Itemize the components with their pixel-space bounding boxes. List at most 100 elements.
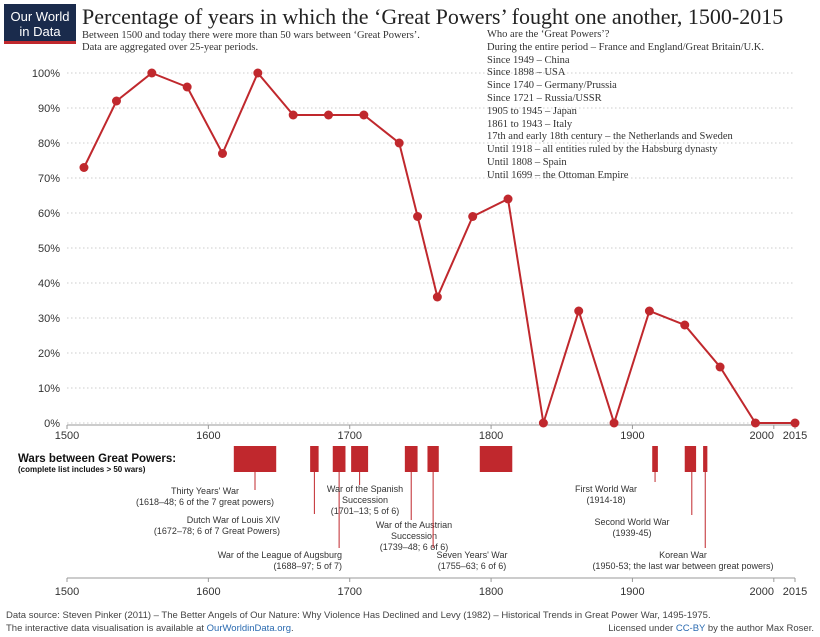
data-point: [609, 418, 619, 428]
data-point: [182, 82, 192, 92]
x-tick-label: 1600: [196, 430, 220, 442]
war-labels: Thirty Years' War(1618–48; 6 of the 7 gr…: [136, 472, 774, 571]
data-point: [790, 418, 800, 428]
war-bar: [703, 446, 708, 472]
footer-interactive-suffix: .: [290, 623, 294, 634]
war-label-name: War of the Spanish: [327, 484, 403, 494]
war-label-detail: (1755–63; 6 of 6): [438, 561, 507, 571]
war-label-detail: (1950-53; the last war between great pow…: [592, 561, 773, 571]
y-tick-label: 60%: [38, 208, 60, 220]
war-label-detail: (1618–48; 6 of the 7 great powers): [136, 497, 274, 507]
great-powers-item: Since 1740 – Germany/Prussia: [487, 80, 617, 92]
great-powers-item: 1861 to 1943 – Italy: [487, 118, 573, 130]
footer-source: Data source: Steven Pinker (2011) – The …: [6, 610, 711, 621]
war-bar: [233, 446, 277, 472]
great-powers-item: 1905 to 1945 – Japan: [487, 105, 577, 117]
war-label-detail: (1672–78; 6 of 7 Great Powers): [154, 526, 280, 536]
war-label-detail: (1939-45): [612, 528, 651, 538]
war-bars: [233, 446, 708, 472]
war-bar: [479, 446, 513, 472]
data-point: [680, 320, 690, 330]
data-point: [413, 212, 423, 221]
y-tick-label: 10%: [38, 383, 60, 395]
series-points: [79, 68, 800, 428]
logo-line-1: Our World: [10, 9, 70, 24]
war-label-name: Dutch War of Louis XIV: [187, 515, 280, 525]
y-tick-label: 30%: [38, 313, 60, 325]
great-powers-item: Until 1808 – Spain: [487, 156, 567, 168]
y-tick-label: 100%: [32, 68, 60, 80]
y-tick-label: 80%: [38, 138, 60, 150]
data-point: [750, 418, 760, 428]
data-point: [715, 362, 725, 372]
cc-by-link[interactable]: CC-BY: [675, 623, 706, 634]
data-point: [574, 306, 584, 316]
war-label-detail: (1914-18): [586, 495, 625, 505]
logo-line-2: in Data: [19, 24, 61, 39]
logo-accent-bar: [4, 41, 76, 44]
great-powers-item: Until 1918 – all entities ruled by the H…: [487, 144, 718, 156]
timeline-tick-label: 2015: [783, 586, 807, 598]
x-tick-label: 2000: [750, 430, 774, 442]
great-powers-heading: Who are the ‘Great Powers’?: [487, 29, 610, 40]
war-label-detail: (1739–48; 6 of 6): [380, 542, 449, 552]
war-bar: [351, 446, 369, 472]
data-point: [359, 110, 369, 120]
war-label-name: Second World War: [594, 517, 669, 527]
war-bar: [310, 446, 319, 472]
data-point: [503, 194, 513, 204]
data-point: [432, 292, 442, 302]
war-label-name: Thirty Years' War: [171, 486, 239, 496]
war-label-name: First World War: [575, 484, 637, 494]
y-tick-label: 90%: [38, 103, 60, 115]
data-point: [79, 163, 89, 172]
war-label-detail: (1688–97; 5 of 7): [273, 561, 342, 571]
y-axis-ticks: 0% 10% 20% 30% 40% 50% 60% 70% 80% 90% 100%: [32, 68, 60, 430]
y-tick-label: 40%: [38, 278, 60, 290]
great-powers-item: Since 1949 – China: [487, 54, 570, 66]
license-suffix: by the author Max Roser.: [705, 623, 814, 634]
war-label-name: Succession: [342, 495, 388, 505]
x-tick-label: 1800: [479, 430, 503, 442]
timeline-axis-ticks: 1500 1600 1700 1800 1900 2000 2015: [55, 577, 807, 598]
owid-link[interactable]: OurWorldinData.org: [206, 623, 291, 634]
timeline-tick-label: 1600: [196, 586, 220, 598]
war-bar: [404, 446, 418, 472]
series-line: [83, 71, 795, 427]
war-label-name: Succession: [391, 531, 437, 541]
timeline-tick-label: 1700: [337, 586, 361, 598]
war-label-name: Korean War: [659, 550, 707, 560]
grid-lines: [67, 72, 795, 424]
data-point: [111, 96, 121, 106]
war-label-detail: (1701–13; 5 of 6): [331, 506, 400, 516]
timeline-tick-label: 1900: [620, 586, 644, 598]
war-bar: [687, 446, 697, 472]
x-axis-ticks: 1500 1600 1700 1800 1900 2000 2015: [55, 424, 807, 442]
data-point: [468, 212, 478, 221]
chart-title: Percentage of years in which the ‘Great …: [82, 4, 784, 29]
war-label-name: War of the League of Augsburg: [218, 550, 342, 560]
x-tick-label: 2015: [783, 430, 807, 442]
great-powers-item: During the entire period – France and En…: [487, 41, 764, 53]
data-point: [324, 110, 334, 120]
war-label-name: War of the Austrian: [376, 520, 452, 530]
war-bar: [652, 446, 658, 472]
data-point: [217, 149, 227, 158]
y-tick-label: 70%: [38, 173, 60, 185]
great-powers-legend: Who are the ‘Great Powers’? During the e…: [487, 29, 764, 183]
timeline-tick-label: 1800: [479, 586, 503, 598]
data-point: [538, 418, 548, 428]
data-point: [288, 110, 298, 120]
war-bar: [332, 446, 346, 472]
great-powers-item: Until 1699 – the Ottoman Empire: [487, 169, 629, 181]
footer-license: Licensed under CC-BY by the author Max R…: [608, 623, 814, 634]
chart-subtitle-line-2: Data are aggregated over 25-year periods…: [82, 42, 259, 53]
x-tick-label: 1700: [337, 430, 361, 442]
timeline-tick-label: 2000: [750, 586, 774, 598]
x-tick-label: 1900: [620, 430, 644, 442]
y-tick-label: 0%: [44, 418, 60, 430]
x-tick-label: 1500: [55, 430, 79, 442]
data-point: [644, 306, 654, 316]
y-tick-label: 20%: [38, 348, 60, 360]
